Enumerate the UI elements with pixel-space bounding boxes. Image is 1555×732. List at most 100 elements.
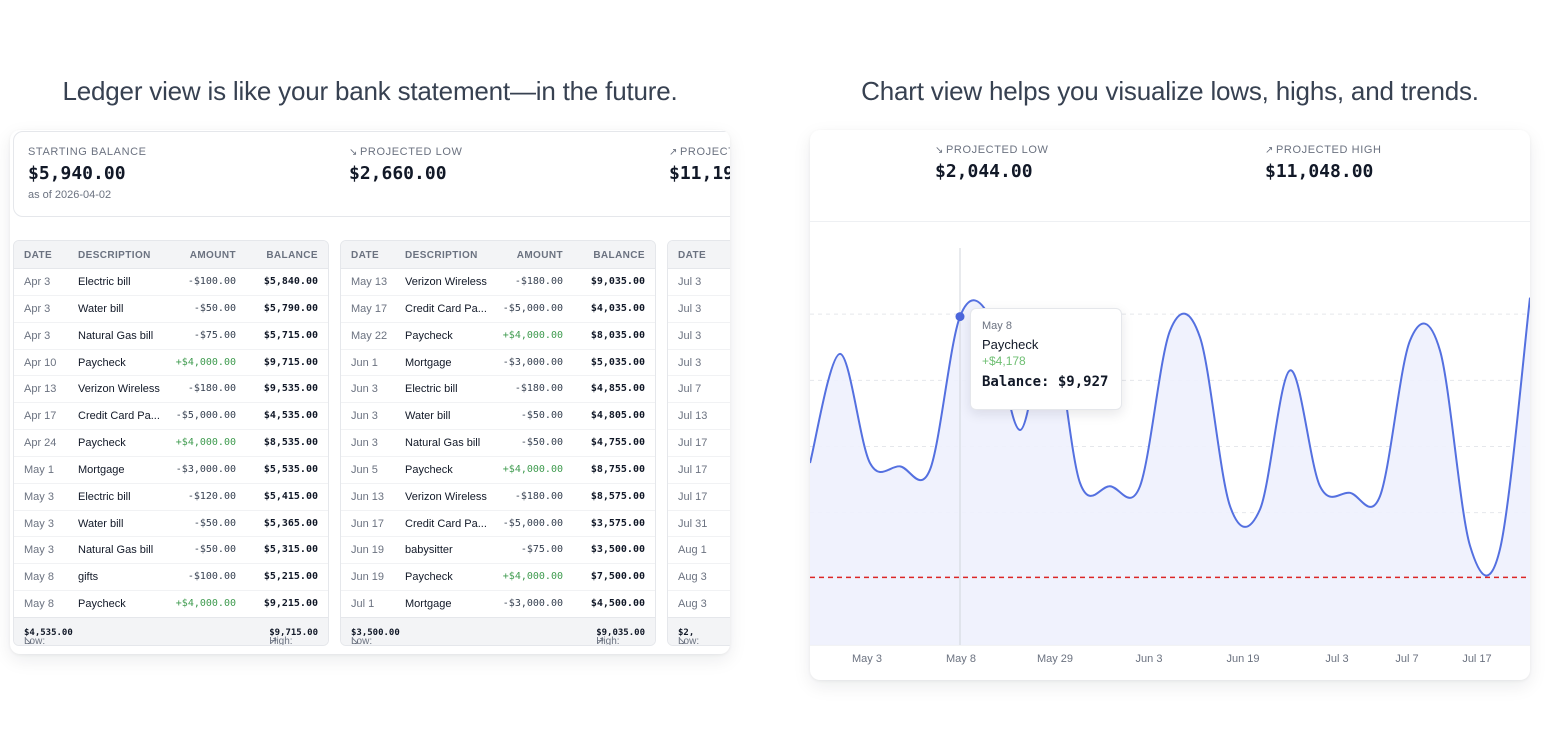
row-date: Jun 19 bbox=[351, 544, 385, 557]
table-row[interactable]: Aug 3 bbox=[668, 591, 730, 618]
row-description: Paycheck bbox=[78, 356, 126, 369]
row-amount: -$180.00 bbox=[514, 276, 563, 287]
x-tick-label: May 8 bbox=[946, 653, 976, 665]
table-row[interactable]: May 3 Electric bill -$120.00 $5,415.00 bbox=[14, 484, 328, 511]
ledger-header: DATE DESCRIPTION AMOUNT BALANCE bbox=[341, 241, 655, 269]
table-row[interactable]: May 17 Credit Card Pa... -$5,000.00 $4,035.… bbox=[341, 296, 655, 323]
table-row[interactable]: Apr 24 Paycheck +$4,000.00 $8,535.00 bbox=[14, 430, 328, 457]
table-row[interactable]: Jul 1 Mortgage -$3,000.00 $4,500.00 bbox=[341, 591, 655, 618]
table-row[interactable]: Apr 3 Natural Gas bill -$75.00 $5,715.00 bbox=[14, 323, 328, 350]
row-description: Paycheck bbox=[405, 329, 453, 342]
row-balance: $4,805.00 bbox=[590, 410, 645, 422]
ledger-footer: ↘ Low: $4,535.00 ↗ High: $9,715.00 bbox=[14, 617, 328, 645]
column-description[interactable]: DESCRIPTION bbox=[78, 250, 151, 261]
trending-down-icon: ↘ bbox=[349, 147, 358, 158]
table-row[interactable]: Jul 3 bbox=[668, 323, 730, 350]
table-row[interactable]: Jul 7 bbox=[668, 376, 730, 404]
row-balance: $5,365.00 bbox=[263, 517, 318, 529]
table-row[interactable]: Apr 13 Verizon Wireless -$180.00 $9,535.00 bbox=[14, 376, 328, 404]
table-row[interactable]: Jul 17 bbox=[668, 457, 730, 484]
chart-tooltip: May 8 Paycheck +$4,178 Balance: $9,927 bbox=[970, 308, 1122, 410]
table-row[interactable]: Jun 5 Paycheck +$4,000.00 $8,755.00 bbox=[341, 457, 655, 484]
table-row[interactable]: Jul 31 bbox=[668, 511, 730, 538]
row-balance: $4,755.00 bbox=[590, 437, 645, 449]
table-row[interactable]: Jul 3 bbox=[668, 296, 730, 323]
column-date[interactable]: DATE bbox=[351, 250, 380, 261]
column-balance[interactable]: BALANCE bbox=[266, 250, 318, 261]
row-date: Apr 3 bbox=[24, 276, 51, 288]
row-description: Paycheck bbox=[78, 598, 126, 611]
table-row[interactable]: Jun 3 Electric bill -$180.00 $4,855.00 bbox=[341, 376, 655, 404]
ledger-header: DATE DESCRIPTION AMOUNT BALANCE bbox=[14, 241, 328, 269]
table-row[interactable]: Apr 17 Credit Card Pa... -$5,000.00 $4,535.… bbox=[14, 403, 328, 431]
table-row[interactable]: Jul 17 bbox=[668, 484, 730, 511]
row-amount: +$4,000.00 bbox=[175, 356, 236, 368]
table-row[interactable]: May 3 Water bill -$50.00 $5,365.00 bbox=[14, 511, 328, 538]
row-amount: +$4,000.00 bbox=[502, 463, 563, 475]
row-amount: -$50.00 bbox=[520, 437, 563, 449]
projected-high-label: PROJECTED HIGH bbox=[679, 146, 730, 158]
table-row[interactable]: Jul 13 bbox=[668, 403, 730, 431]
row-description: Mortgage bbox=[405, 598, 452, 611]
table-row[interactable]: May 3 Natural Gas bill -$50.00 $5,315.00 bbox=[14, 537, 328, 565]
table-row[interactable]: Apr 3 Water bill -$50.00 $5,790.00 bbox=[14, 296, 328, 323]
projected-high-value: $11,19 bbox=[669, 163, 730, 184]
row-balance: $5,840.00 bbox=[263, 276, 318, 287]
row-amount: +$4,000.00 bbox=[502, 329, 563, 341]
row-amount: -$3,000.00 bbox=[502, 598, 563, 610]
table-row[interactable]: May 8 Paycheck +$4,000.00 $9,215.00 bbox=[14, 591, 328, 618]
column-date[interactable]: DATE bbox=[24, 250, 53, 261]
trending-up-icon: ↗ bbox=[269, 636, 278, 646]
footer-high-label: High: bbox=[596, 636, 620, 646]
row-amount: -$120.00 bbox=[187, 490, 236, 502]
row-description: Paycheck bbox=[78, 437, 126, 450]
balance-chart[interactable]: May 3 May 8 May 29 Jun 3 Jun 19 Jul 3 Jul 7 Jul… bbox=[810, 130, 1530, 680]
table-row[interactable]: Jul 3 bbox=[668, 350, 730, 377]
table-row[interactable]: Jun 19 babysitter -$75.00 $3,500.00 bbox=[341, 537, 655, 565]
table-row[interactable]: Jun 13 Verizon Wireless -$180.00 $8,575.00 bbox=[341, 484, 655, 511]
table-row[interactable]: Jul 3 bbox=[668, 269, 730, 296]
column-amount[interactable]: AMOUNT bbox=[516, 250, 563, 261]
row-balance: $9,035.00 bbox=[590, 276, 645, 287]
table-row[interactable]: Jun 1 Mortgage -$3,000.00 $5,035.00 bbox=[341, 350, 655, 377]
ledger-footer: ↘ Low: $3,500.00 ↗ High: $9,035.00 bbox=[341, 617, 655, 645]
hover-marker bbox=[955, 312, 965, 322]
starting-balance-stat: STARTING BALANCE $5,940.00 as of 2026-04… bbox=[28, 146, 147, 201]
row-description: Paycheck bbox=[405, 571, 453, 584]
row-description: Electric bill bbox=[78, 276, 131, 288]
x-tick-label: Jul 17 bbox=[1462, 653, 1491, 665]
row-balance: $3,500.00 bbox=[590, 544, 645, 556]
table-row[interactable]: Jul 17 bbox=[668, 430, 730, 457]
starting-balance-date: as of 2026-04-02 bbox=[28, 189, 112, 201]
row-description: Mortgage bbox=[78, 463, 125, 476]
table-row[interactable]: Jun 19 Paycheck +$4,000.00 $7,500.00 bbox=[341, 564, 655, 592]
row-balance: $4,500.00 bbox=[590, 598, 645, 610]
row-date: Jul 13 bbox=[678, 410, 708, 423]
row-date: Jul 17 bbox=[678, 490, 708, 503]
table-row[interactable]: Jun 3 Natural Gas bill -$50.00 $4,755.00 bbox=[341, 430, 655, 457]
row-amount: -$75.00 bbox=[193, 329, 236, 341]
footer-low-value: $2, bbox=[678, 628, 695, 638]
table-row[interactable]: May 8 gifts -$100.00 $5,215.00 bbox=[14, 564, 328, 592]
trending-up-icon: ↗ bbox=[669, 147, 678, 158]
table-row[interactable]: Jun 17 Credit Card Pa... -$5,000.00 $3,575.… bbox=[341, 511, 655, 538]
table-row[interactable]: May 1 Mortgage -$3,000.00 $5,535.00 bbox=[14, 457, 328, 484]
row-date: Jun 5 bbox=[351, 463, 378, 476]
column-balance[interactable]: BALANCE bbox=[593, 250, 645, 261]
column-description[interactable]: DESCRIPTION bbox=[405, 250, 478, 261]
column-amount[interactable]: AMOUNT bbox=[189, 250, 236, 261]
row-date: Jun 3 bbox=[351, 410, 378, 423]
table-row[interactable]: Jun 3 Water bill -$50.00 $4,805.00 bbox=[341, 403, 655, 431]
table-row[interactable]: Aug 1 bbox=[668, 537, 730, 565]
table-row[interactable]: Apr 3 Electric bill -$100.00 $5,840.00 bbox=[14, 269, 328, 296]
ledger-summary: STARTING BALANCE $5,940.00 as of 2026-04… bbox=[13, 131, 730, 217]
row-date: Apr 3 bbox=[24, 329, 51, 342]
table-row[interactable]: May 13 Verizon Wireless -$180.00 $9,035.00 bbox=[341, 269, 655, 296]
row-amount: -$180.00 bbox=[514, 490, 563, 502]
column-date[interactable]: DATE bbox=[678, 250, 707, 261]
projected-low-value: $2,660.00 bbox=[349, 163, 447, 184]
table-row[interactable]: Aug 3 bbox=[668, 564, 730, 592]
row-amount: -$50.00 bbox=[520, 410, 563, 422]
table-row[interactable]: May 22 Paycheck +$4,000.00 $8,035.00 bbox=[341, 323, 655, 350]
table-row[interactable]: Apr 10 Paycheck +$4,000.00 $9,715.00 bbox=[14, 350, 328, 377]
